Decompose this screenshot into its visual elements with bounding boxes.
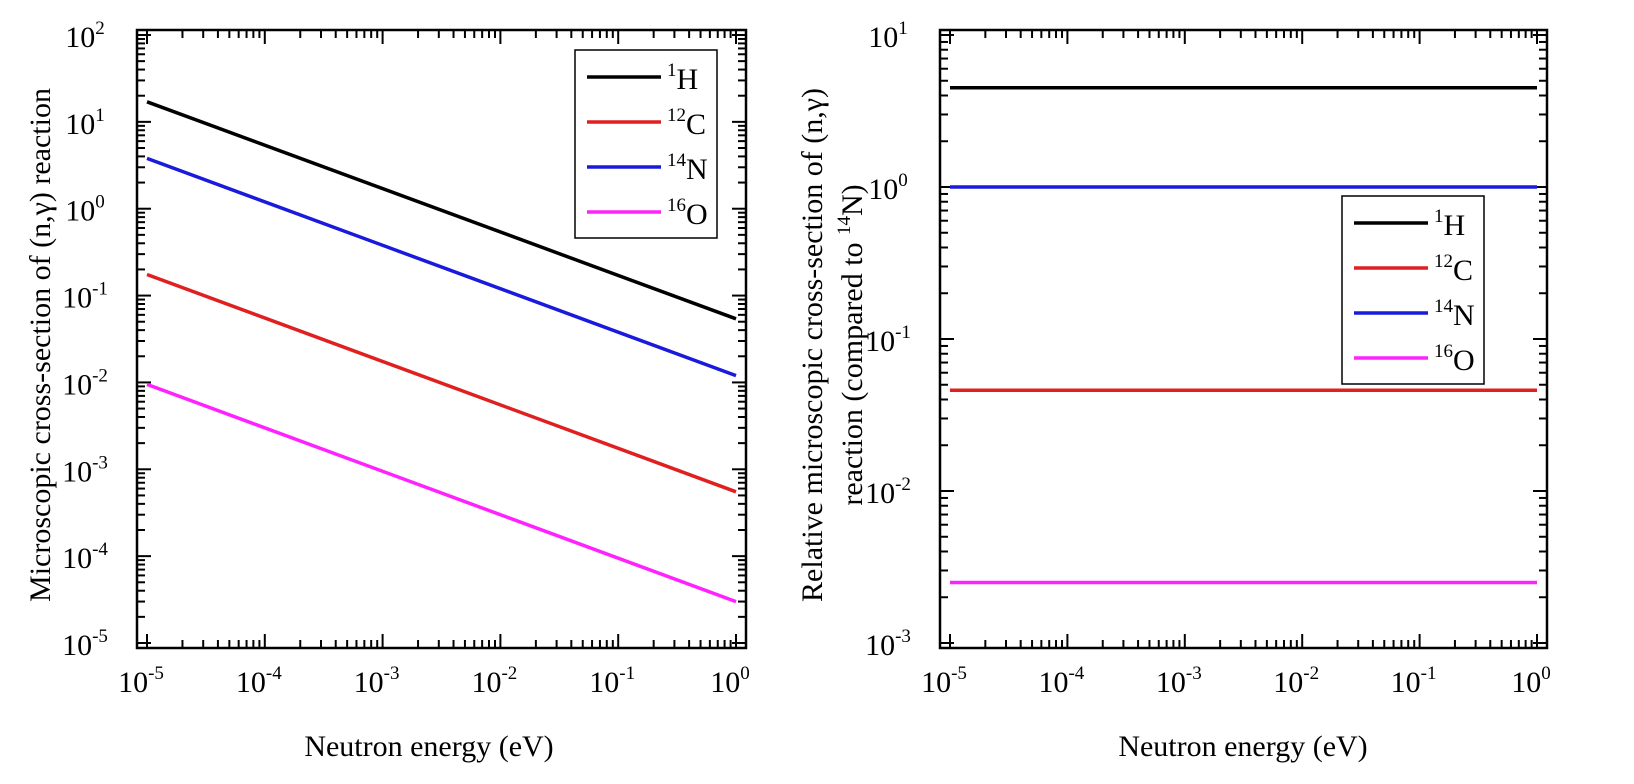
y-axis-title-line2-sup: 14 <box>834 215 855 235</box>
legend-label-12C: 12C <box>1434 251 1473 287</box>
y-axis-title: Relative microscopic cross-section of (n… <box>796 88 869 602</box>
x-tick-label: 10-4 <box>236 663 282 699</box>
y-axis-title-line1: Relative microscopic cross-section of (n… <box>796 88 829 602</box>
tick-labels: 10-5 10-4 10-3 10-2 10-1 100 10-5 10-4 10-3 10-2 1… <box>62 18 750 699</box>
legend-label-14N: 14N <box>667 150 708 186</box>
series-lines <box>146 100 737 604</box>
y-tick-label: 10-3 <box>62 452 108 488</box>
series-lines <box>950 85 1537 585</box>
series-line-12C <box>146 272 737 494</box>
y-axis-title: Microscopic cross-section of (n,γ) react… <box>24 88 57 602</box>
legend-label-16O: 16O <box>667 195 708 231</box>
y-axis-title-line2-prefix: reaction (compared to <box>836 235 869 506</box>
legend-label-1H: 1H <box>1434 206 1465 242</box>
y-tick-label: 101 <box>868 18 908 54</box>
legend: 1H 12C 14N 16O <box>1341 195 1485 385</box>
legend-label-12C: 12C <box>667 105 706 141</box>
y-tick-label: 101 <box>65 105 105 141</box>
legend-label-16O: 16O <box>1434 341 1475 377</box>
series-line-14N <box>146 156 737 378</box>
y-tick-label: 10-2 <box>62 365 108 401</box>
y-tick-label: 100 <box>65 192 105 228</box>
tick-labels: 10-5 10-4 10-3 10-2 10-1 100 10-3 10-2 10-1 100 10… <box>865 18 1551 699</box>
y-tick-label: 102 <box>65 18 105 54</box>
y-axis-title-line2-suffix: N) <box>836 184 869 216</box>
legend-box <box>574 49 718 239</box>
y-tick-label: 10-2 <box>865 474 911 510</box>
y-tick-label: 10-4 <box>62 539 108 575</box>
x-tick-label: 10-2 <box>471 663 517 699</box>
x-tick-label: 100 <box>1511 663 1551 699</box>
x-axis-title: Neutron energy (eV) <box>1118 730 1367 763</box>
y-tick-label: 10-3 <box>865 626 911 662</box>
y-tick-label: 10-5 <box>62 626 108 662</box>
y-tick-label: 10-1 <box>865 322 911 358</box>
tick-marks <box>940 30 1547 648</box>
x-tick-label: 10-3 <box>1156 663 1202 699</box>
plot-frame <box>135 28 748 650</box>
x-tick-label: 10-3 <box>354 663 400 699</box>
x-tick-label: 10-2 <box>1273 663 1319 699</box>
plot-frame <box>938 28 1549 650</box>
x-tick-label: 10-5 <box>118 663 164 699</box>
y-axis-title-line2: reaction (compared to 14N) <box>834 184 869 505</box>
series-line-16O <box>146 382 737 604</box>
tick-marks <box>137 30 746 648</box>
y-tick-label: 100 <box>868 170 908 206</box>
y-tick-label: 10-1 <box>62 279 108 315</box>
x-tick-label: 10-5 <box>921 663 967 699</box>
x-tick-label: 10-1 <box>589 663 635 699</box>
legend-label-14N: 14N <box>1434 296 1475 332</box>
x-tick-label: 10-4 <box>1038 663 1084 699</box>
x-tick-label: 10-1 <box>1391 663 1437 699</box>
legend: 1H 12C 14N 16O <box>574 49 718 239</box>
chart-left-cross-section: 10-5 10-4 10-3 10-2 10-1 100 10-5 10-4 10-3 10-2 1… <box>24 18 750 763</box>
x-tick-label: 100 <box>710 663 750 699</box>
chart-right-relative-cross-section: 10-5 10-4 10-3 10-2 10-1 100 10-3 10-2 10-1 100 10… <box>796 18 1551 763</box>
legend-box <box>1341 195 1485 385</box>
series-line-1H <box>146 100 737 321</box>
x-axis-title: Neutron energy (eV) <box>304 730 553 763</box>
legend-label-1H: 1H <box>667 60 698 96</box>
